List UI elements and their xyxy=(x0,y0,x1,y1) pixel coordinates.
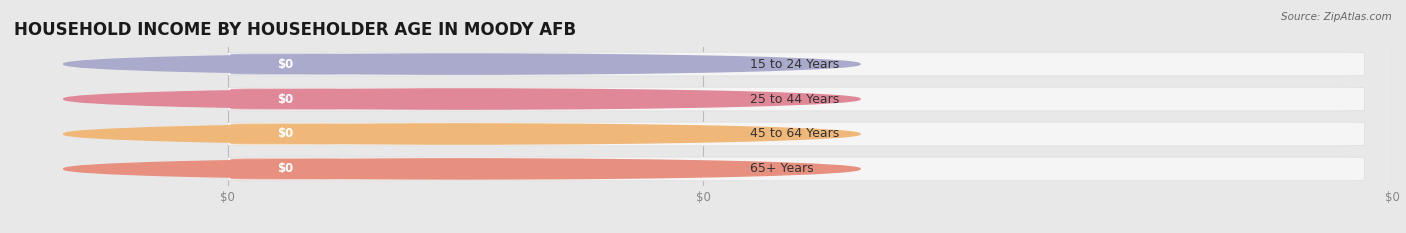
Text: 15 to 24 Years: 15 to 24 Years xyxy=(749,58,839,71)
FancyBboxPatch shape xyxy=(228,122,1364,146)
FancyBboxPatch shape xyxy=(231,54,340,75)
Circle shape xyxy=(63,159,860,179)
FancyBboxPatch shape xyxy=(228,87,1364,111)
Text: HOUSEHOLD INCOME BY HOUSEHOLDER AGE IN MOODY AFB: HOUSEHOLD INCOME BY HOUSEHOLDER AGE IN M… xyxy=(14,21,576,39)
FancyBboxPatch shape xyxy=(231,89,340,110)
Text: $0: $0 xyxy=(277,58,294,71)
Text: 25 to 44 Years: 25 to 44 Years xyxy=(749,93,839,106)
Text: $0: $0 xyxy=(277,162,294,175)
Text: $0: $0 xyxy=(277,93,294,106)
FancyBboxPatch shape xyxy=(228,157,1364,181)
Text: 65+ Years: 65+ Years xyxy=(749,162,814,175)
Circle shape xyxy=(63,89,860,109)
FancyBboxPatch shape xyxy=(228,52,1364,76)
FancyBboxPatch shape xyxy=(231,123,340,144)
Circle shape xyxy=(63,54,860,74)
Circle shape xyxy=(63,124,860,144)
Text: Source: ZipAtlas.com: Source: ZipAtlas.com xyxy=(1281,12,1392,22)
FancyBboxPatch shape xyxy=(231,158,340,179)
Text: $0: $0 xyxy=(277,127,294,140)
Text: 45 to 64 Years: 45 to 64 Years xyxy=(749,127,839,140)
